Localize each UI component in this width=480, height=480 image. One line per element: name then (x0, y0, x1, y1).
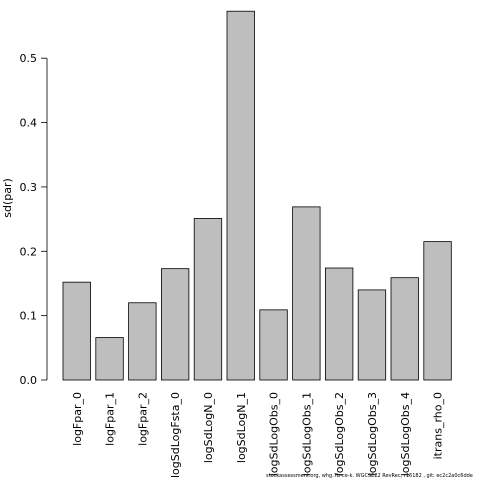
bar-logFpar_1 (95, 337, 124, 381)
x-tick-label: logSdLogObs_3 (366, 392, 379, 476)
footer-note: stockassessment.org, whg.7b-ce-k. WGCSE2… (266, 473, 473, 479)
x-tick-label: logSdLogObs_0 (268, 392, 281, 476)
bar-logSdLogN_1 (226, 10, 255, 381)
bar-logSdLogObs_2 (324, 267, 354, 381)
bar-logSdLogObs_0 (259, 309, 288, 381)
x-tick-labels: logFpar_0 logFpar_1 logFpar_2 logSdLogFsta_… (71, 392, 445, 478)
x-tick-label: logSdLogObs_4 (399, 392, 412, 476)
y-tick-label: 0.1 (20, 310, 38, 323)
bar-logSdLogObs_4 (390, 277, 419, 381)
x-tick-label: logFpar_1 (104, 392, 117, 446)
x-tick-label: logSdLogFsta_0 (169, 392, 182, 478)
bar-logFpar_0 (62, 281, 91, 381)
bar-logSdLogFsta_0 (160, 268, 190, 381)
x-tick-label: logFpar_2 (136, 392, 149, 446)
bar-logSdLogObs_3 (357, 289, 387, 381)
y-tick-label: 0.0 (20, 374, 38, 387)
x-tick-label: itrans_rho_0 (432, 392, 445, 459)
x-tick-label: logSdLogObs_1 (300, 392, 313, 476)
bar-logSdLogObs_1 (292, 206, 321, 381)
bars (62, 10, 452, 381)
y-tick-label: 0.2 (20, 245, 38, 258)
x-tick-label: logSdLogN_0 (202, 392, 215, 463)
y-axis: 0.0 0.1 0.2 0.3 0.4 0.5 (20, 52, 48, 387)
y-tick-label: 0.3 (20, 181, 38, 194)
bar-logFpar_2 (128, 302, 157, 381)
x-tick-label: logSdLogN_1 (235, 392, 248, 463)
y-tick-label: 0.5 (20, 52, 38, 65)
x-tick-label: logSdLogObs_2 (333, 392, 346, 476)
bar-itrans_rho_0 (423, 241, 452, 381)
y-axis-title: sd(par) (1, 178, 14, 218)
y-tick-label: 0.4 (20, 117, 38, 130)
x-tick-label: logFpar_0 (71, 392, 84, 446)
bar-logSdLogN_0 (193, 218, 223, 381)
